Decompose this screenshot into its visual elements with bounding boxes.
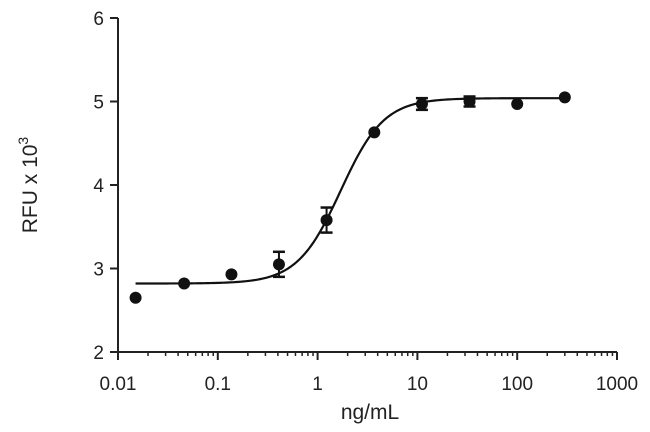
data-point xyxy=(558,91,571,104)
data-points-layer xyxy=(129,91,571,304)
y-axis-title-exponent: 3 xyxy=(15,137,31,145)
y-axis-title-main: RFU x 10 xyxy=(19,145,42,234)
data-point xyxy=(129,291,142,304)
y-tick-label: 6 xyxy=(93,9,104,30)
x-tick-label: 100 xyxy=(501,374,533,395)
x-tick-label: 1 xyxy=(312,374,323,395)
y-tick-label: 4 xyxy=(93,176,104,197)
y-tick-label: 2 xyxy=(93,343,104,364)
data-point xyxy=(511,98,524,111)
y-axis-ticks: 2 3 4 5 6 xyxy=(93,9,118,364)
x-axis-title: ng/mL xyxy=(341,401,399,424)
data-point xyxy=(368,126,381,139)
data-point xyxy=(320,214,333,227)
x-tick-label: 0.1 xyxy=(205,374,231,395)
data-point xyxy=(415,98,428,111)
x-tick-label: 0.01 xyxy=(100,374,137,395)
y-axis-title: RFU x 103 xyxy=(15,137,42,234)
y-tick-label: 3 xyxy=(93,260,104,281)
data-point xyxy=(463,95,476,108)
data-point xyxy=(272,258,285,271)
x-tick-label: 1000 xyxy=(596,374,638,395)
fit-curve-layer xyxy=(135,97,565,285)
y-tick-label: 5 xyxy=(93,93,104,114)
fit-curve xyxy=(135,97,565,285)
data-point xyxy=(225,268,238,281)
x-axis-ticks: 0.01 0.1 1 10 100 1000 xyxy=(100,352,638,395)
axes xyxy=(117,18,617,353)
x-tick-label: 10 xyxy=(407,374,428,395)
data-point xyxy=(178,277,191,290)
